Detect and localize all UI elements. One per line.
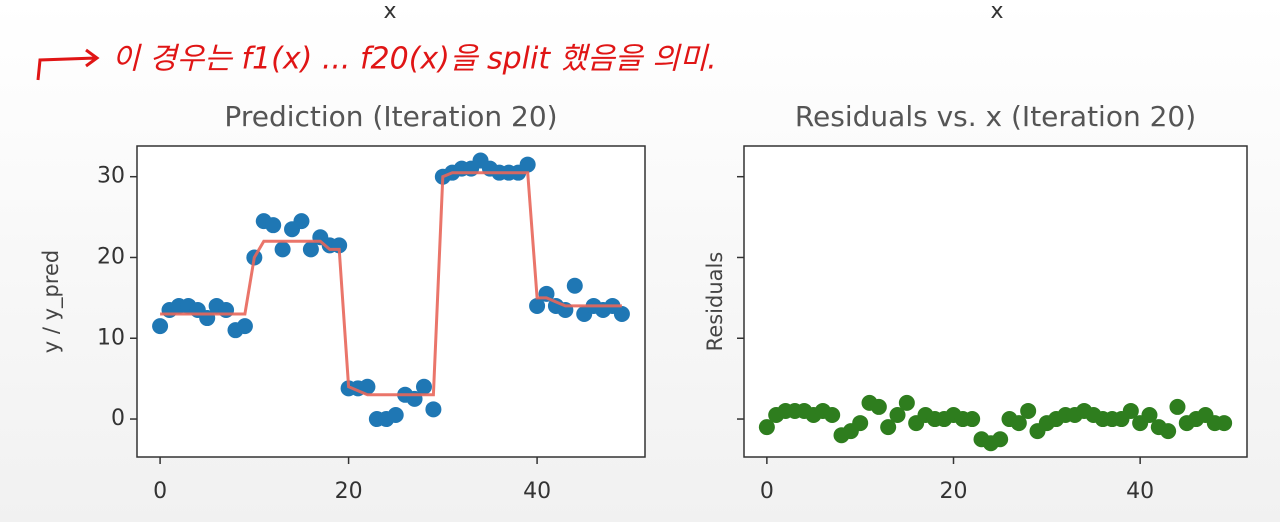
x-tick-label: 0 — [153, 479, 167, 504]
data-point — [1010, 415, 1027, 432]
data-point — [425, 401, 442, 418]
data-point — [529, 297, 546, 314]
data-point — [824, 406, 841, 423]
prediction-line — [160, 171, 622, 397]
data-point — [889, 406, 906, 423]
annotation: 이 경우는 f1(x) ... f20(x)을 split 했음을 의미. — [112, 42, 717, 77]
data-point — [387, 406, 404, 423]
data-point — [1169, 398, 1186, 415]
data-point — [218, 301, 235, 318]
data-point — [1141, 406, 1158, 423]
data-point — [293, 213, 310, 230]
data-point — [964, 411, 981, 428]
data-point — [265, 217, 282, 234]
chart-title: Residuals vs. x (Iteration 20) — [795, 100, 1196, 133]
data-point — [1020, 402, 1037, 419]
data-point — [359, 378, 376, 395]
y-tick-label: 0 — [111, 406, 125, 431]
x-tick-label: 20 — [335, 479, 363, 504]
data-point — [415, 378, 432, 395]
data-point — [613, 306, 630, 323]
data-point — [992, 431, 1009, 448]
data-point — [274, 241, 291, 258]
data-point — [1122, 402, 1139, 419]
data-point — [519, 156, 536, 173]
data-point — [870, 398, 887, 415]
x-tick-label: 20 — [940, 479, 968, 504]
axes-frame — [743, 145, 1248, 458]
data-point — [852, 415, 869, 432]
data-point — [236, 318, 253, 335]
y-axis-label: y / y_pred — [39, 250, 64, 354]
prev-x-label: x — [990, 0, 1003, 24]
y-tick-label: 20 — [97, 244, 125, 269]
data-point — [302, 241, 319, 258]
data-point — [566, 277, 583, 294]
y-axis-label: Residuals — [703, 252, 727, 352]
x-tick-label: 0 — [760, 479, 774, 504]
data-point — [1216, 415, 1233, 432]
y-tick-label: 10 — [97, 325, 125, 350]
data-point — [1160, 423, 1177, 440]
x-tick-label: 40 — [1126, 479, 1154, 504]
data-point — [152, 318, 169, 335]
data-point — [880, 419, 897, 436]
data-point — [758, 419, 775, 436]
annotation-arrow — [36, 48, 100, 81]
chart-title: Prediction (Iteration 20) — [224, 100, 557, 133]
x-tick-label: 40 — [523, 479, 551, 504]
axes-frame — [136, 145, 646, 458]
y-tick-label: 30 — [97, 164, 125, 189]
prev-x-label: x — [383, 0, 396, 24]
data-point — [898, 394, 915, 411]
